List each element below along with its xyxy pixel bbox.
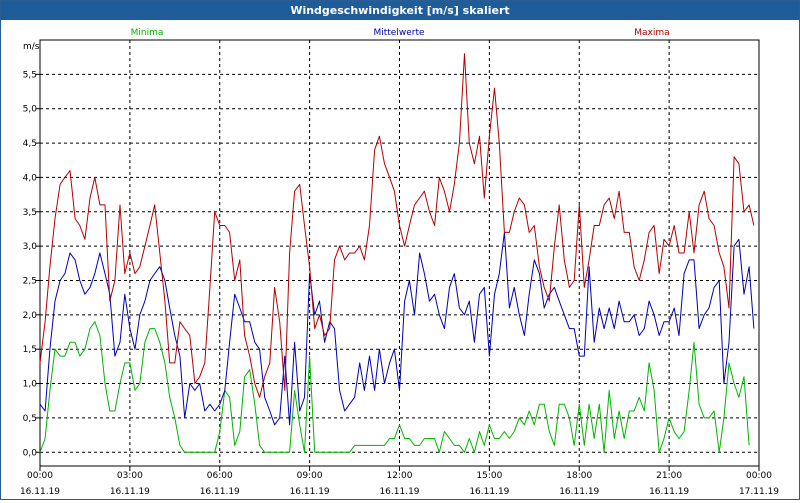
y-tick-label: 0,0 <box>23 448 38 458</box>
y-tick-label: 3,5 <box>23 208 37 218</box>
y-tick-label: 2,0 <box>23 311 38 321</box>
x-tick-time: 06:00 <box>207 471 233 481</box>
legend: Minima Mittelwerte Maxima <box>131 28 670 38</box>
x-tick-date: 16.11.19 <box>110 487 150 497</box>
series <box>39 53 755 453</box>
y-tick-label: 4,0 <box>23 173 38 183</box>
x-tick-time: 18:00 <box>566 471 592 481</box>
axes: m/s 0,0 0,5 1,0 1,5 2,0 2,5 3,0 3,5 4,0 4,5 5,0 5,5… <box>20 42 779 497</box>
series-line-mittelwerte <box>39 231 755 426</box>
y-tick-label: 4,5 <box>23 139 37 149</box>
legend-minima: Minima <box>131 28 164 38</box>
window-title: Windgeschwindigkeit [m/s] skaliert <box>1 1 799 20</box>
y-axis-label: m/s <box>23 42 40 52</box>
legend-maxima: Maxima <box>634 28 669 38</box>
x-tick-time: 15:00 <box>476 471 502 481</box>
series-line-maxima <box>39 53 755 398</box>
x-tick-date: 16.11.19 <box>20 487 60 497</box>
x-tick-date: 16.11.19 <box>469 487 509 497</box>
x-tick-date: 16.11.19 <box>379 487 419 497</box>
y-tick-label: 1,5 <box>23 345 37 355</box>
y-tick-label: 5,0 <box>23 105 38 115</box>
x-tick-time: 00:00 <box>27 471 53 481</box>
x-tick-time: 09:00 <box>297 471 323 481</box>
legend-mittelwerte: Mittelwerte <box>373 28 424 38</box>
x-tick-date: 16.11.19 <box>200 487 240 497</box>
x-tick-date: 16.11.19 <box>649 487 689 497</box>
grid <box>39 39 760 467</box>
x-tick-time: 00:00 <box>746 471 772 481</box>
wind-speed-chart: m/s 0,0 0,5 1,0 1,5 2,0 2,5 3,0 3,5 4,0 4,5 5,0 5,5… <box>20 28 779 497</box>
x-tick-time: 12:00 <box>387 471 413 481</box>
chart-area: m/s 0,0 0,5 1,0 1,5 2,0 2,5 3,0 3,5 4,0 4,5 5,0 5,5… <box>1 20 799 499</box>
x-tick-date: 16.11.19 <box>290 487 330 497</box>
y-tick-label: 1,0 <box>23 380 38 390</box>
y-tick-label: 2,5 <box>23 276 37 286</box>
series-line-minima <box>39 321 750 453</box>
x-tick-date: 16.11.19 <box>559 487 599 497</box>
y-tick-label: 0,5 <box>23 414 37 424</box>
y-tick-label: 3,0 <box>23 242 38 252</box>
x-tick-time: 21:00 <box>656 471 682 481</box>
y-tick-label: 5,5 <box>23 70 37 80</box>
x-tick-date: 17.11.19 <box>739 487 779 497</box>
x-tick-time: 03:00 <box>117 471 143 481</box>
